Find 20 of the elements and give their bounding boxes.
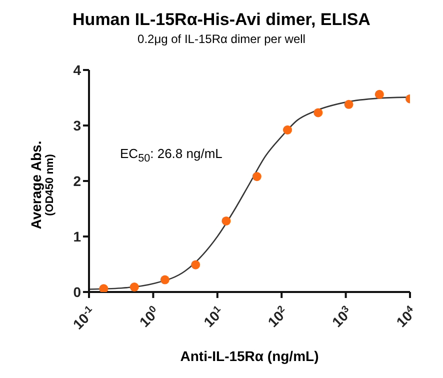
y-tick-label: 0 xyxy=(73,284,82,300)
y-tick-label: 3 xyxy=(73,117,82,134)
point xyxy=(374,90,384,99)
chart-subtitle: 0.2μg of IL-15Rα dimer per well xyxy=(136,32,306,46)
y-axis-title: Average Abs. (OD450 nm) xyxy=(28,140,56,230)
point xyxy=(99,284,108,292)
point xyxy=(222,216,231,226)
y-tick-label: 4 xyxy=(73,62,82,78)
point xyxy=(191,260,200,270)
annotation: EC$_{50}$: 26.8 ng/mL xyxy=(120,146,222,165)
point xyxy=(314,108,323,118)
point xyxy=(160,275,170,284)
chart-title: Human IL-15Rα-His-Avi dimer, ELISA xyxy=(72,10,372,30)
point xyxy=(130,282,139,292)
point xyxy=(252,172,262,182)
y-tick-label: 1 xyxy=(73,228,82,244)
y-tick-label: 2 xyxy=(73,172,82,189)
point xyxy=(282,125,292,134)
x-axis-title: Anti-IL-15Rα (ng/mL) xyxy=(179,348,320,364)
point xyxy=(344,100,354,109)
